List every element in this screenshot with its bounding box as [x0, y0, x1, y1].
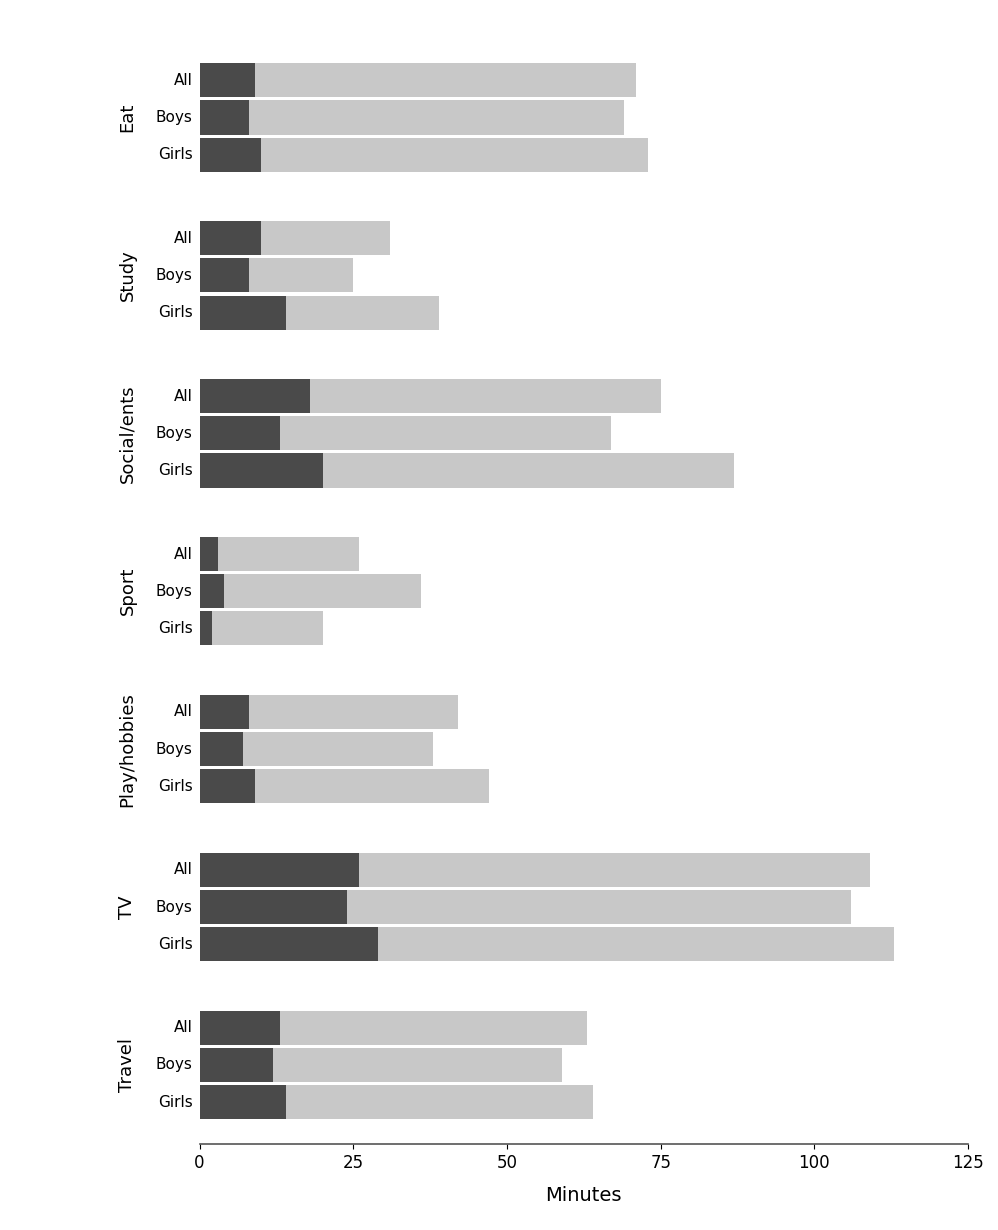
Bar [200, 454, 735, 487]
Bar [200, 221, 261, 256]
Text: Boys: Boys [156, 1058, 193, 1073]
Bar [200, 101, 249, 134]
Text: All: All [174, 1021, 193, 1036]
Text: Social/ents: Social/ents [119, 384, 137, 482]
Bar [200, 574, 225, 609]
Bar [200, 416, 279, 450]
Text: Girls: Girls [158, 148, 193, 162]
Bar [200, 695, 249, 729]
Text: All: All [174, 73, 193, 87]
Bar [200, 927, 378, 961]
Text: Boys: Boys [156, 899, 193, 915]
Bar [200, 852, 359, 887]
Bar [200, 1048, 273, 1082]
Text: Boys: Boys [156, 268, 193, 283]
Text: All: All [174, 862, 193, 877]
Bar [200, 611, 322, 646]
Bar [200, 1085, 593, 1119]
Bar [200, 138, 261, 172]
Bar [200, 852, 869, 887]
Bar [200, 221, 390, 256]
Bar [200, 891, 851, 924]
Bar [200, 732, 243, 766]
Text: Boys: Boys [156, 584, 193, 599]
Text: Play/hobbies: Play/hobbies [119, 691, 137, 807]
Bar [200, 138, 649, 172]
Bar [200, 295, 285, 330]
Bar [200, 1011, 279, 1044]
Bar [200, 732, 433, 766]
Text: Girls: Girls [158, 462, 193, 478]
Bar [200, 891, 347, 924]
Text: Girls: Girls [158, 937, 193, 952]
Bar [200, 611, 212, 646]
Text: Boys: Boys [156, 742, 193, 756]
Text: Girls: Girls [158, 1095, 193, 1109]
Bar [200, 63, 636, 97]
Bar [200, 769, 254, 803]
Text: Girls: Girls [158, 305, 193, 320]
Text: Study: Study [119, 250, 137, 301]
Bar [200, 1085, 285, 1119]
X-axis label: Minutes: Minutes [546, 1186, 622, 1204]
Bar [200, 416, 612, 450]
Text: Travel: Travel [119, 1038, 137, 1092]
Text: All: All [174, 389, 193, 403]
Text: Girls: Girls [158, 779, 193, 793]
Bar [200, 454, 322, 487]
Bar [200, 1048, 562, 1082]
Bar [200, 101, 624, 134]
Bar [200, 295, 439, 330]
Bar [200, 379, 661, 413]
Text: Sport: Sport [119, 567, 137, 615]
Bar [200, 769, 489, 803]
Bar [200, 258, 249, 293]
Text: All: All [174, 705, 193, 720]
Bar [200, 538, 359, 571]
Bar [200, 927, 894, 961]
Bar [200, 695, 458, 729]
Bar [200, 1011, 587, 1044]
Text: All: All [174, 231, 193, 246]
Text: Girls: Girls [158, 621, 193, 636]
Text: All: All [174, 546, 193, 562]
Bar [200, 538, 218, 571]
Bar [200, 379, 310, 413]
Bar [200, 63, 254, 97]
Bar [200, 258, 353, 293]
Text: Eat: Eat [119, 103, 137, 132]
Text: Boys: Boys [156, 109, 193, 125]
Bar [200, 574, 421, 609]
Text: TV: TV [119, 895, 137, 919]
Text: Boys: Boys [156, 426, 193, 440]
